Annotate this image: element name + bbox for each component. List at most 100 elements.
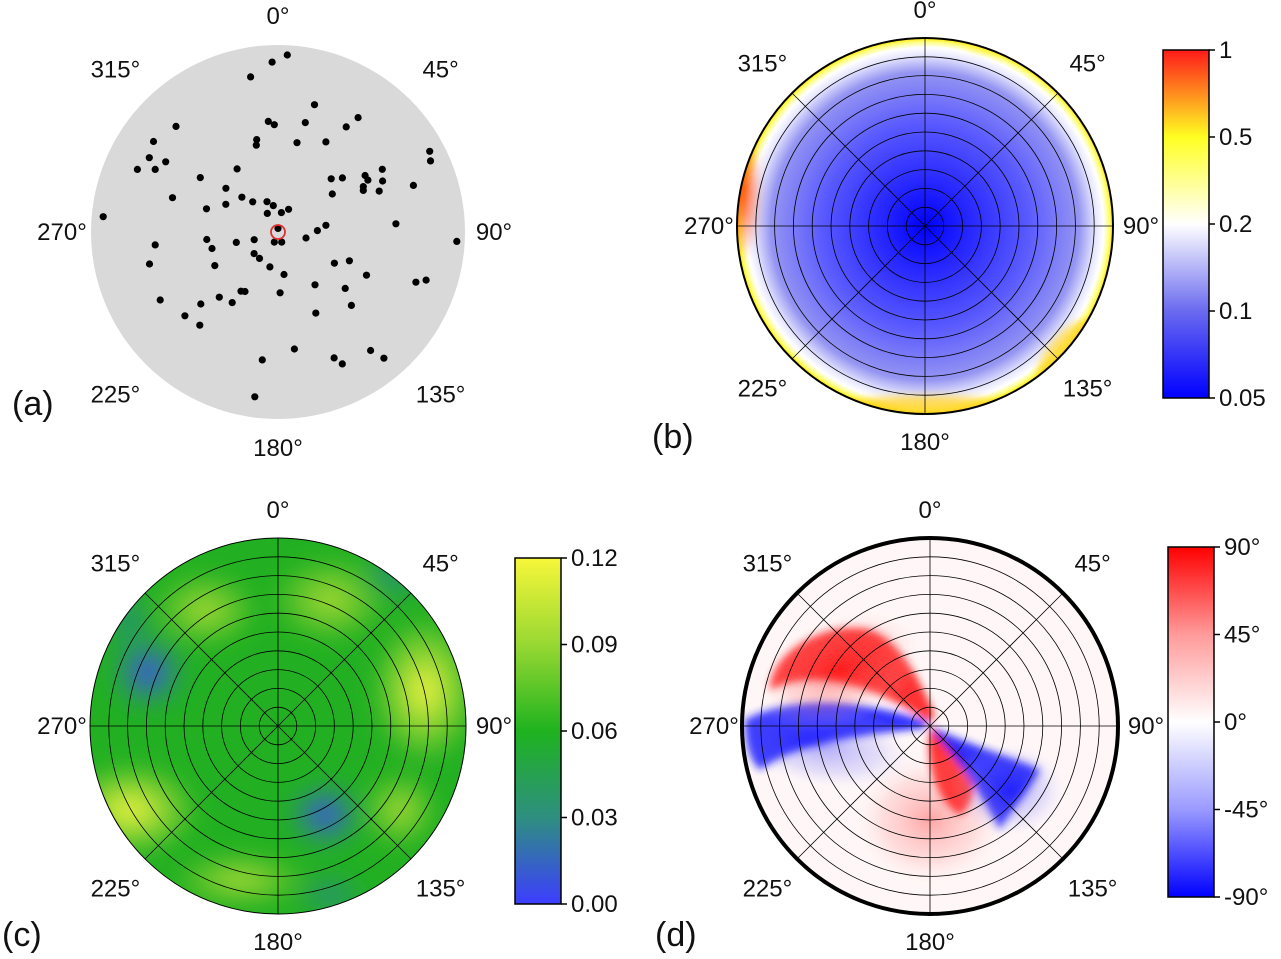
scatter-point	[301, 119, 309, 127]
scatter-point	[222, 184, 230, 192]
angle-labels-a: 0° 45° 90° 135° 180° 225° 270° 315°	[37, 3, 512, 462]
angle-label-d-315: 315°	[743, 550, 793, 577]
scatter-point	[380, 354, 388, 362]
colorbar-tick-label-b: 0.05	[1219, 385, 1266, 412]
angle-label-c-225: 225°	[91, 876, 141, 903]
scatter-point	[293, 139, 301, 147]
colorbar-b: 1 0.5 0.2 0.1 0.05	[1162, 37, 1266, 412]
scatter-point	[338, 174, 346, 182]
scatter-point	[211, 262, 219, 270]
polar-frame-c	[89, 537, 467, 915]
scatter-point	[247, 73, 255, 81]
angle-label-c-315: 315°	[91, 550, 141, 577]
colorbar-tick-label-b: 0.5	[1219, 124, 1252, 151]
angle-label-a-135: 135°	[416, 382, 466, 409]
scatter-point	[202, 205, 211, 213]
scatter-point	[156, 296, 164, 304]
colorbar-c-gradient	[514, 557, 562, 905]
scatter-point	[375, 187, 383, 195]
scatter-point	[276, 289, 284, 297]
colorbar-b-ticks: 1 0.5 0.2 0.1 0.05	[1209, 37, 1266, 412]
scatter-point	[145, 260, 154, 268]
scatter-point	[278, 238, 286, 246]
angle-label-b-135: 135°	[1063, 376, 1113, 403]
grid-spoke-d-45	[929, 592, 1064, 727]
scatter-point	[392, 220, 400, 228]
polar-grid-c	[90, 538, 466, 914]
angle-label-c-135: 135°	[416, 876, 466, 903]
angle-label-d-90: 90°	[1128, 713, 1164, 740]
scatter-point	[196, 174, 204, 182]
angle-label-a-225: 225°	[91, 382, 141, 409]
colorbar-tick-label-c: 0.09	[571, 632, 618, 659]
colorbar-tick-label-b: 0.1	[1219, 298, 1252, 325]
angle-labels-d: 0° 45° 90° 135° 180° 225° 270° 315°	[689, 497, 1164, 956]
scatter-point	[266, 263, 274, 271]
grid-spoke-b-225	[791, 225, 926, 360]
scatter-point	[322, 221, 330, 229]
scatter-point	[251, 393, 259, 401]
scatter-point	[228, 299, 236, 307]
colorbar-d-ticks: 90° 45° 0° -45° -90°	[1214, 534, 1268, 911]
grid-spoke-d-225	[796, 725, 931, 860]
angle-label-a-90: 90°	[476, 219, 512, 246]
panel-label-b: (b)	[652, 418, 694, 456]
scatter-point	[330, 259, 338, 267]
angle-label-b-90: 90°	[1123, 213, 1159, 240]
colorbar-tick-label-d: 0°	[1224, 709, 1247, 736]
scatter-point	[345, 257, 353, 265]
grid-spoke-c-315	[144, 592, 279, 727]
scatter-point	[162, 158, 170, 166]
scatter-point	[312, 309, 320, 317]
scatter-point	[280, 270, 288, 279]
scatter-point	[379, 177, 387, 185]
scatter-point	[341, 284, 349, 292]
polar-frame-d	[740, 536, 1120, 916]
scatter-point	[274, 224, 282, 232]
angle-label-d-135: 135°	[1068, 876, 1118, 903]
blue-halo-d-w	[742, 697, 919, 793]
angle-label-b-225: 225°	[738, 376, 788, 403]
angle-label-c-45: 45°	[422, 550, 458, 577]
colorbar-tick-label-c: 0.12	[571, 545, 618, 572]
scatter-point	[222, 200, 230, 208]
blue-region-c-se	[280, 775, 370, 855]
angle-label-c-180: 180°	[253, 929, 303, 956]
scatter-point	[359, 186, 367, 194]
colorbar-tick-label-c: 0.06	[571, 718, 618, 745]
scatter-point	[233, 165, 241, 173]
scatter-point	[99, 213, 107, 221]
lime-region-c-s	[170, 850, 310, 910]
panel-a: 0° 45° 90° 135° 180° 225° 270° 315° (a)	[12, 3, 512, 462]
colorbar-tick-label-b: 0.2	[1219, 211, 1252, 238]
angle-label-c-0: 0°	[267, 497, 290, 524]
colorbar-c-ticks: 0.12 0.09 0.06 0.03 0.00	[561, 545, 618, 918]
angle-label-d-45: 45°	[1074, 550, 1110, 577]
scatter-point	[354, 114, 362, 122]
scatter-point	[327, 175, 335, 183]
angle-label-a-45: 45°	[422, 56, 458, 83]
blue-halo-d-se	[950, 740, 1070, 840]
scatter-points-a	[99, 51, 461, 401]
scatter-point	[310, 101, 319, 109]
colorbar-tick-label-d: 45°	[1224, 622, 1260, 649]
scatter-point	[250, 250, 258, 258]
angle-label-b-270: 270°	[684, 213, 734, 240]
scatter-point	[238, 193, 246, 201]
scatter-point	[181, 312, 189, 320]
colorbar-tick-label-d: -90°	[1224, 884, 1268, 911]
angle-label-d-225: 225°	[743, 876, 793, 903]
grid-spoke-b-315	[791, 92, 926, 227]
grid-spoke-c-45	[277, 592, 412, 727]
scatter-point	[196, 321, 204, 329]
scatter-point	[263, 198, 271, 206]
scatter-point	[145, 154, 153, 162]
hotspot-b-north	[965, 38, 1055, 54]
scatter-point	[409, 181, 417, 189]
scatter-point	[311, 281, 319, 289]
angle-label-a-315: 315°	[91, 56, 141, 83]
colorbar-tick-label-d: 90°	[1224, 534, 1260, 561]
panel-d: 0°45°90°135°180°225°270°315° (d) 90°45°0…	[655, 497, 1268, 956]
scatter-point	[285, 205, 293, 213]
